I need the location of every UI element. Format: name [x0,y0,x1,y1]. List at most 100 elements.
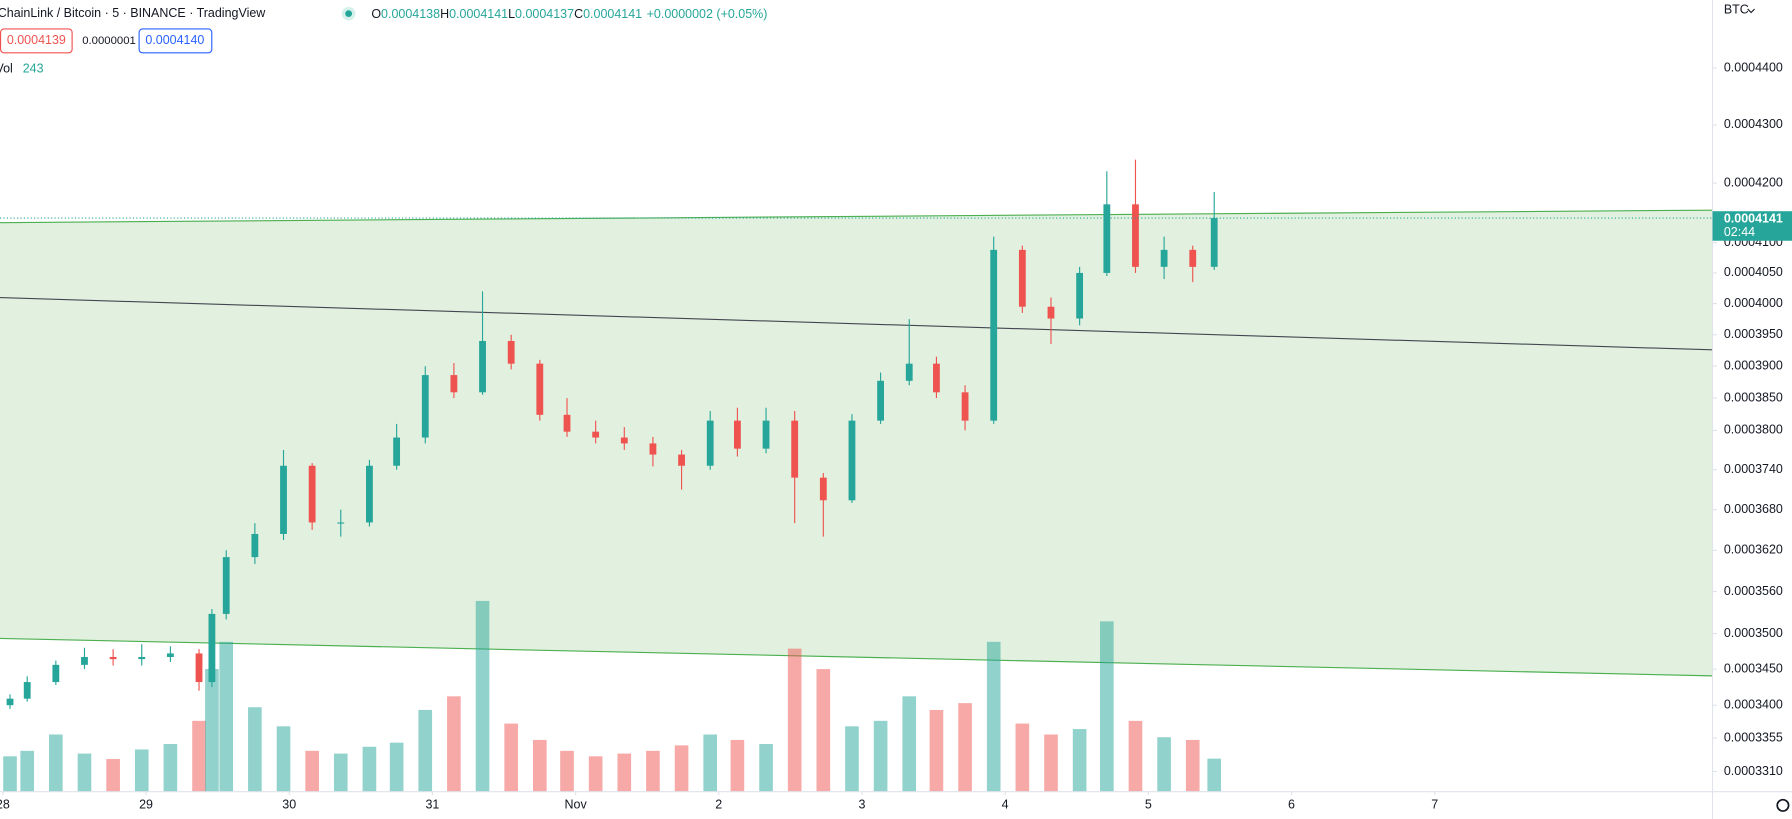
candle-body [138,656,146,660]
candle-body [507,340,515,364]
candle-body [450,375,458,393]
candle-body [905,363,913,381]
candle-body [961,392,969,421]
volume-bar [192,720,206,792]
y-tick-label: 0.0003310 [1724,764,1783,778]
volume-bar [845,726,859,792]
x-tick-label: 28 [0,798,10,812]
y-tick-label: 0.0003680 [1724,502,1783,516]
x-tick-label: 4 [1002,798,1009,812]
symbol-title[interactable]: ChainLink / Bitcoin · 5 · BINANCE · Trad… [0,6,266,20]
currency[interactable]: BTC [1724,3,1749,17]
y-tick-label: 0.0003620 [1724,543,1783,557]
volume-bar [929,709,944,792]
x-tick-label: Nov [565,798,588,812]
candle-body [819,477,827,501]
sell-box[interactable] [0,28,73,54]
candle-body [195,653,203,683]
volume-bar [362,746,377,792]
x-tick-label: 5 [1145,798,1152,812]
volume-bar [873,720,888,792]
candle-body [23,682,31,699]
candle-body [251,533,259,558]
ohlc-value: 0.0004141 [583,7,642,21]
candle-body [479,340,486,393]
candle-body [280,465,287,534]
sell-price[interactable]: 0.0004139 [7,33,66,47]
y-tick-label: 0.0004050 [1724,265,1783,279]
candle-body [1018,249,1026,307]
candle-body [337,522,345,524]
buy-box[interactable] [138,28,213,54]
volume-bar [106,759,120,792]
y-tick-label: 0.0003900 [1724,358,1783,372]
candle-body [1189,249,1197,267]
volume-bar [418,709,433,792]
volume-bar [475,600,490,792]
volume-value: 243 [23,62,44,76]
volume-bar [1128,720,1143,792]
volume-bar [646,750,660,792]
y-tick-label: 0.0003850 [1724,390,1783,404]
volume-bar [305,750,319,792]
candle-body [933,363,940,393]
volume-bar [163,744,178,792]
countdown: 02:44 [1724,225,1755,239]
y-tick-label: 0.0003355 [1724,730,1783,744]
y-tick-label: 0.0004400 [1724,60,1783,74]
candle-body [1103,204,1111,273]
ohlc-value: 0.0004141 [449,7,508,21]
volume-bar [617,753,632,792]
volume-bar [333,753,348,792]
volume-bar [134,749,149,792]
candle-body [791,420,799,478]
candle-body [649,443,657,455]
volume-bar [248,707,262,792]
volume-bar [816,669,831,792]
x-tick-label: 2 [715,798,722,812]
currency-caret[interactable] [1747,8,1755,14]
last-price-label: 0.0004141 [1724,211,1783,225]
volume-bar [1207,758,1222,792]
volume-bar [759,744,773,792]
y-tick-label: 0.0004000 [1724,296,1783,310]
volume-bar [1185,739,1200,792]
volume-bar [447,696,461,792]
axes: 0.00044000.00043000.00042000.00041000.00… [0,60,1783,811]
volume-bar [77,753,92,792]
candle-body [1076,272,1084,319]
ohlc-key: L [508,7,515,21]
candle-body [421,375,429,438]
y-tick-label: 0.0003450 [1724,661,1783,675]
volume-bar [1072,729,1087,792]
volume-bar [730,739,745,792]
ohlc-key: O [371,7,381,21]
candle-body [109,656,117,660]
volume-bar [958,703,972,792]
status-dot [345,10,353,18]
x-tick-label: 3 [859,798,866,812]
candle-body [366,465,373,523]
volume-bar [703,734,718,792]
candle-body [208,613,216,683]
volume-bar [787,648,802,792]
volume-bar [588,756,603,792]
ohlc-key: H [440,7,449,21]
volume-bar [674,745,689,792]
x-tick-label: 30 [282,798,296,812]
candle-body [52,664,60,683]
candles [6,159,1218,709]
candle-body [734,420,741,449]
candle-body [706,420,714,466]
candle-body [592,431,600,438]
volume-bar [1015,723,1030,792]
spread: 0.0000001 [82,35,136,47]
buy-price[interactable]: 0.0004140 [145,33,204,47]
volume-pane [3,600,1222,792]
volume-bar [902,696,917,792]
x-tick-label: 6 [1288,798,1295,812]
settings-icon[interactable] [1776,798,1790,812]
volume-bar [20,750,35,792]
x-tick-label: 31 [425,798,439,812]
candle-body [1210,218,1218,267]
